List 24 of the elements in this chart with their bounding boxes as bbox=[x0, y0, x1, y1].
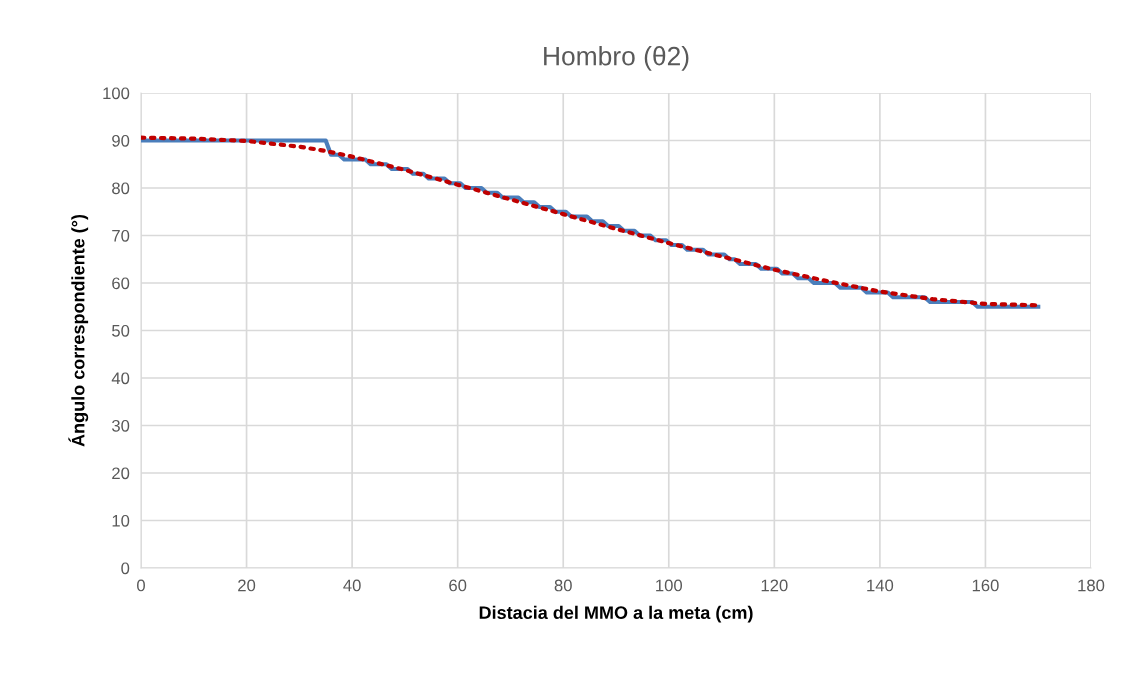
y-tick-label: 10 bbox=[112, 514, 130, 527]
chart-title: Hombro (θ2) bbox=[544, 46, 689, 71]
x-tick-label: 80 bbox=[554, 579, 572, 592]
x-tick-label: 160 bbox=[972, 579, 999, 592]
y-tick-label: 70 bbox=[112, 229, 130, 242]
x-axis-title: Distacia del MMO a la meta (cm) bbox=[479, 605, 753, 623]
y-tick-label: 50 bbox=[112, 324, 130, 337]
y-tick-label: 80 bbox=[112, 182, 130, 195]
x-tick-label: 20 bbox=[238, 579, 256, 592]
x-tick-label: 100 bbox=[656, 579, 683, 592]
y-tick-label: 30 bbox=[111, 419, 130, 432]
x-tick-label: 120 bbox=[761, 579, 788, 592]
y-tick-label: 20 bbox=[112, 467, 130, 480]
y-tick-label: 90 bbox=[112, 134, 130, 147]
y-tick-label: 40 bbox=[111, 372, 130, 385]
x-tick-label: 40 bbox=[343, 579, 361, 592]
y-axis-title: Ángulo correspondiente (°) bbox=[68, 214, 89, 447]
y-tick-label: 60 bbox=[112, 277, 130, 290]
x-tick-label: 60 bbox=[449, 579, 467, 592]
x-tick-label: 140 bbox=[867, 579, 894, 592]
y-tick-label: 0 bbox=[121, 562, 130, 575]
y-tick-label: 100 bbox=[103, 87, 130, 100]
x-tick-label: 0 bbox=[137, 579, 145, 592]
x-tick-label: 180 bbox=[1078, 579, 1105, 592]
